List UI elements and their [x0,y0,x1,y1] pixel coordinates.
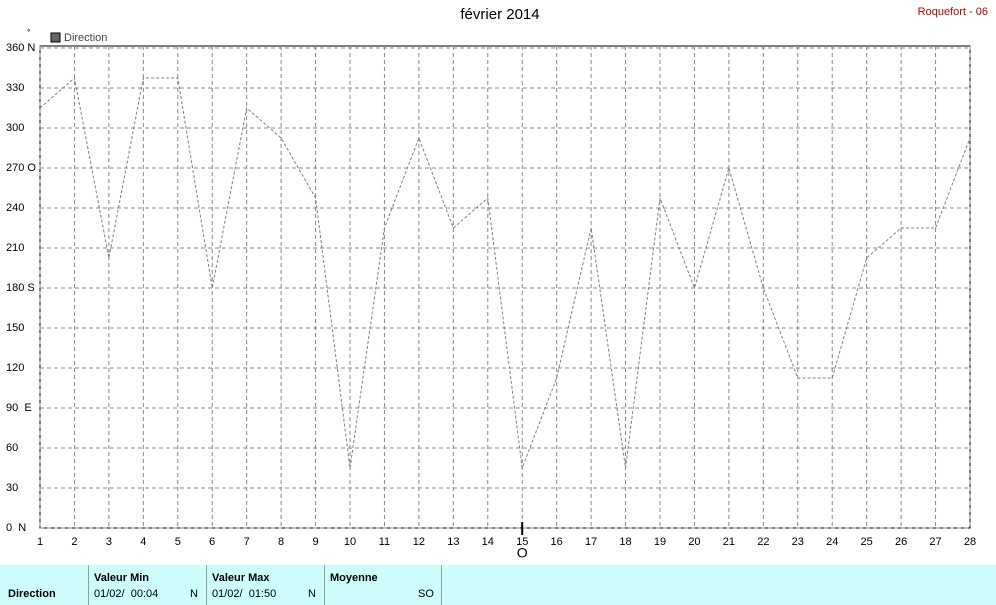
y-tick-label: 90 E [6,402,32,414]
summary-table: Direction Valeur Min 01/02/ 00:04 N Vale… [0,565,996,605]
min-value: N [190,588,198,600]
plot-border [39,45,971,529]
chart-title: février 2014 [460,6,539,23]
y-tick-label: 210 [6,242,24,254]
y-tick-label: 60 [6,442,18,454]
separator [206,565,207,605]
x-tick-label: 22 [757,536,769,548]
chart: février 2014 Roquefort - 06 ° Direction … [6,6,988,561]
x-tick-label: 20 [688,536,700,548]
x-tick-label: 1 [37,536,43,548]
x-tick-label: 23 [792,536,804,548]
legend-swatch [50,32,61,43]
y-tick-label: 30 [6,482,18,494]
y-tick-label: 300 [6,122,24,134]
x-tick-label: 6 [209,536,215,548]
x-tick-label: 25 [861,536,873,548]
x-tick-label: 7 [244,536,250,548]
mean-value: SO [418,588,434,600]
x-tick-label: 9 [312,536,318,548]
x-tick-label: 28 [964,536,976,548]
x-tick-label: 16 [551,536,563,548]
x-tick-label: 11 [379,536,390,548]
data-line [39,77,971,469]
separator [441,565,442,605]
row-label: Direction [8,588,56,600]
x-tick-label: 5 [175,536,181,548]
max-value: N [308,588,316,600]
x-tick-label: 13 [447,536,459,548]
station: Roquefort - 06 [918,6,988,18]
x-tick-label: 12 [413,536,425,548]
x-tick-label: 10 [344,536,356,548]
y-tick-label: 270 O [6,162,36,174]
legend-label: Direction [64,32,107,44]
x-tick-label: 15 [516,536,528,548]
x-tick-label: 18 [619,536,631,548]
max-time: 01/02/ 01:50 [212,588,277,600]
x-tick-label: 2 [71,536,77,548]
y-tick-label: 360 N [6,42,35,54]
min-header: Valeur Min [94,572,150,584]
x-tick-label: 24 [826,536,838,548]
x-tick-label: 17 [585,536,597,548]
y-tick-label: 180 S [6,282,35,294]
min-time: 01/02/ 00:04 [94,588,159,600]
y-unit: ° [27,27,31,37]
y-tick-label: 240 [6,202,24,214]
x-tick-label: 27 [929,536,941,548]
separator [324,565,325,605]
separator [88,565,89,605]
mean-header: Moyenne [330,572,378,584]
y-tick-label: 330 [6,82,24,94]
cursor-label: O [517,545,528,561]
y-tick-label: 150 [6,322,24,334]
x-tick-label: 3 [106,536,112,548]
x-tick-label: 8 [278,536,284,548]
y-tick-label: 0 N [6,522,26,534]
x-tick-label: 21 [723,536,735,548]
x-tick-label: 26 [895,536,907,548]
x-tick-label: 14 [482,536,494,548]
x-tick-label: 4 [140,536,146,548]
y-tick-label: 120 [6,362,24,374]
max-header: Valeur Max [212,572,270,584]
x-tick-label: 19 [654,536,666,548]
